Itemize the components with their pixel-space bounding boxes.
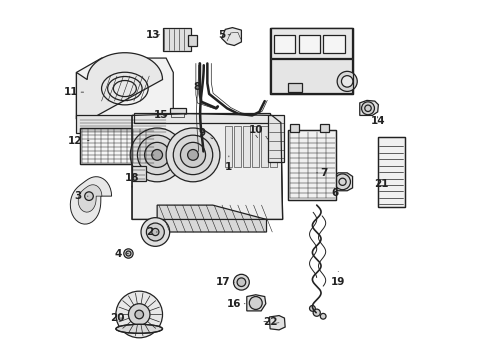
Text: 18: 18 [125, 173, 139, 187]
Bar [163, 28, 191, 51]
Text: 8: 8 [193, 82, 200, 98]
Ellipse shape [116, 324, 163, 333]
Bar [170, 108, 186, 121]
Bar [288, 83, 302, 92]
Bar [132, 166, 146, 181]
Bar [261, 126, 268, 167]
Circle shape [249, 297, 262, 310]
Bar [288, 130, 337, 200]
Text: 16: 16 [227, 299, 245, 309]
Bar [188, 35, 196, 45]
Text: 12: 12 [68, 136, 89, 145]
Bar [225, 126, 232, 167]
Circle shape [152, 149, 163, 160]
Circle shape [137, 135, 177, 175]
Polygon shape [157, 205, 267, 232]
Circle shape [147, 223, 164, 241]
Text: 15: 15 [153, 111, 168, 121]
Bar [320, 125, 329, 132]
Text: 17: 17 [216, 277, 234, 287]
Polygon shape [78, 185, 102, 212]
Circle shape [337, 71, 357, 91]
Circle shape [173, 135, 213, 175]
Bar [288, 130, 337, 200]
Polygon shape [333, 173, 353, 191]
Text: 21: 21 [374, 179, 389, 189]
Bar [290, 125, 299, 132]
Circle shape [116, 291, 163, 338]
Bar [378, 137, 405, 207]
Text: 10: 10 [248, 125, 267, 137]
Circle shape [234, 274, 249, 290]
Bar [378, 137, 405, 207]
Bar [134, 113, 270, 123]
Polygon shape [269, 135, 279, 142]
Bar [270, 28, 353, 94]
Polygon shape [360, 100, 378, 116]
Text: 4: 4 [114, 248, 128, 258]
Polygon shape [70, 177, 112, 224]
Circle shape [135, 310, 144, 319]
Polygon shape [269, 116, 285, 162]
Polygon shape [76, 53, 163, 119]
Polygon shape [247, 295, 266, 311]
Polygon shape [221, 28, 242, 45]
Circle shape [128, 304, 150, 325]
Text: 20: 20 [110, 313, 125, 323]
Text: 9: 9 [198, 129, 213, 139]
Circle shape [180, 142, 205, 167]
Text: 11: 11 [64, 87, 84, 97]
Text: 6: 6 [331, 188, 338, 198]
Circle shape [320, 314, 326, 319]
Circle shape [126, 251, 131, 256]
Text: 13: 13 [147, 30, 161, 40]
Text: 22: 22 [263, 317, 277, 327]
Bar [252, 126, 259, 167]
Circle shape [85, 192, 93, 201]
Text: 2: 2 [147, 227, 157, 237]
Circle shape [342, 76, 353, 87]
Polygon shape [132, 114, 283, 220]
Bar [80, 128, 155, 164]
Polygon shape [76, 58, 173, 119]
Circle shape [310, 306, 315, 311]
Text: 3: 3 [74, 191, 88, 201]
Text: 1: 1 [225, 156, 232, 172]
Bar [323, 35, 344, 53]
Polygon shape [270, 316, 285, 330]
Polygon shape [204, 126, 216, 137]
Bar [299, 35, 320, 53]
Circle shape [141, 218, 170, 246]
Polygon shape [258, 135, 269, 142]
Text: 5: 5 [218, 30, 231, 40]
Bar [243, 126, 250, 167]
Circle shape [335, 174, 350, 190]
Circle shape [124, 249, 133, 258]
Circle shape [362, 102, 374, 115]
Text: 19: 19 [331, 271, 345, 287]
Bar [80, 128, 155, 164]
Circle shape [152, 228, 159, 235]
Text: 14: 14 [370, 116, 385, 126]
Circle shape [188, 149, 198, 160]
Bar [274, 35, 295, 53]
Circle shape [130, 128, 184, 182]
Bar [270, 28, 353, 94]
Bar [270, 126, 276, 167]
Bar [271, 28, 352, 58]
Bar [271, 59, 352, 93]
Bar [234, 126, 241, 167]
Circle shape [237, 278, 245, 287]
Circle shape [145, 142, 170, 167]
Circle shape [313, 309, 320, 316]
Circle shape [166, 128, 220, 182]
Bar [76, 116, 173, 134]
Text: 7: 7 [317, 168, 328, 178]
